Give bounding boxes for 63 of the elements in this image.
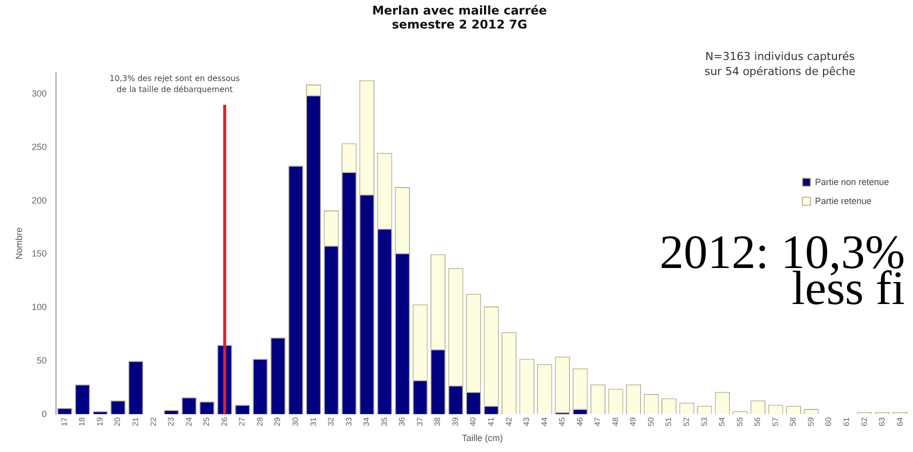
x-tick-label: 60 [824,416,834,426]
x-tick-label: 47 [593,416,602,426]
x-tick-label: 58 [788,416,798,426]
x-tick-label: 61 [842,416,851,426]
x-tick-label: 31 [308,416,318,426]
x-tick-label: 36 [398,416,407,426]
legend-label: Partie non retenue [814,176,890,187]
x-tick-label: 43 [522,416,532,426]
x-tick-label: 57 [770,416,780,426]
x-tick-label: 53 [700,416,709,426]
y-tick-label: 50 [36,355,47,366]
x-tick-label: 35 [380,416,389,426]
x-tick-label: 33 [344,416,354,426]
x-tick-label: 19 [95,416,104,426]
x-tick-label: 63 [878,416,887,426]
y-tick-label: 0 [42,408,47,419]
y-tick-label: 200 [32,195,47,206]
x-tick-label: 45 [558,416,567,426]
x-tick-label: 39 [450,416,460,426]
x-tick-label: 37 [415,416,424,426]
x-axis-title: Taille (cm) [462,433,503,444]
x-tick-label: 38 [433,416,442,426]
x-tick-label: 49 [628,416,638,426]
x-tick-label: 34 [362,416,372,426]
x-tick-label: 30 [290,416,300,426]
y-tick-label: 100 [32,302,47,312]
x-tick-label: 54 [718,416,727,426]
x-tick-label: 17 [60,416,69,426]
x-tick-label: 41 [486,416,496,426]
x-tick-label: 51 [664,416,674,426]
x-tick-label: 55 [735,416,744,426]
chart-title: Merlan avec maille carrée semestre 2 2012 7G [372,3,547,32]
x-tick-label: 29 [273,416,282,426]
x-tick-label: 44 [540,416,549,426]
x-tick-label: 56 [753,416,762,426]
x-tick-label: 48 [610,416,620,426]
annotation: 2012: 10,3% less fi [660,226,905,315]
x-tick-label: 62 [860,416,869,426]
x-tick-label: 25 [202,416,212,426]
x-tick-label: 22 [148,416,158,426]
x-tick-label: 42 [504,416,514,426]
ref-line-label: 10,3% des rejet sont en dessous de la taille de débarquement [110,74,240,94]
x-tick-label: 40 [468,416,478,426]
x-tick-label: 59 [806,416,816,426]
x-tick-label: 32 [326,416,336,426]
y-axis-title: Nombre [14,228,24,260]
x-tick-label: 18 [78,416,87,426]
y-tick-label: 150 [32,248,47,259]
x-tick-label: 21 [131,416,140,426]
x-tick-label: 24 [184,416,194,426]
legend-label: Partie retenue [814,196,872,206]
y-tick-label: 250 [32,142,47,152]
x-tick-label: 64 [895,416,904,426]
x-tick-label: 52 [682,416,692,426]
x-tick-label: 28 [255,416,264,426]
x-tick-label: 50 [646,416,656,426]
x-tick-label: 26 [220,416,229,426]
x-tick-label: 46 [575,416,584,426]
x-tick-label: 23 [166,416,176,426]
y-tick-label: 300 [32,88,47,99]
annotation: N=3163 individus capturés sur 54 opérations de pêche [704,50,856,78]
x-tick-label: 27 [238,416,247,426]
x-tick-label: 20 [113,416,122,426]
